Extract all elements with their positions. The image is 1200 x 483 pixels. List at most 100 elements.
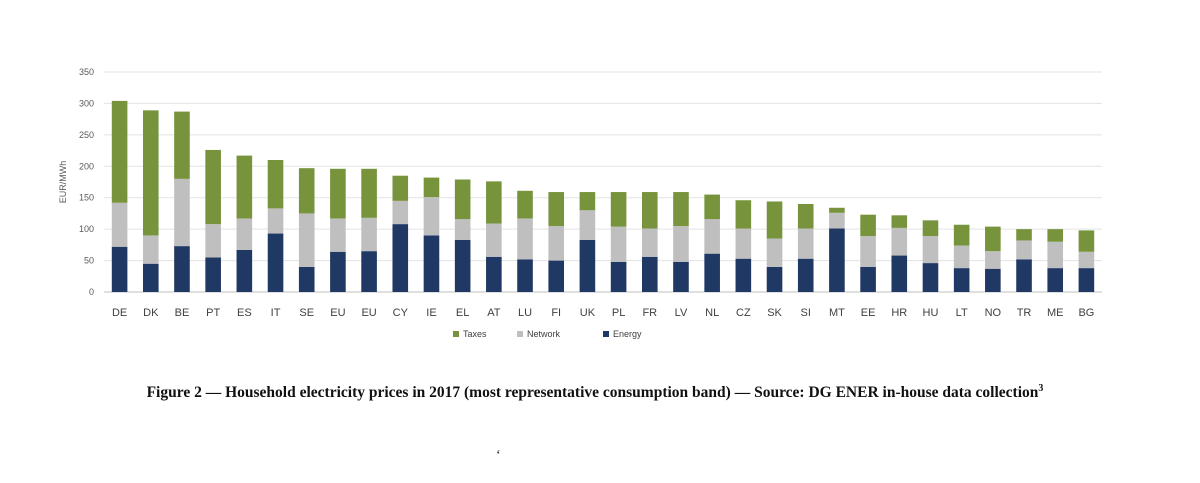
x-category-label: NO: [985, 307, 1002, 319]
y-tick-label: 50: [84, 256, 94, 266]
bar-network-si: [797, 228, 814, 259]
bar-network-eu: [330, 218, 346, 252]
bar-network-fi: [548, 226, 565, 261]
bar-network-cz: [735, 228, 752, 259]
bar-energy-lv: [673, 261, 689, 292]
bar-taxes-cz: [735, 200, 752, 229]
bar-network-pt: [205, 224, 221, 258]
bar-energy-sk: [766, 266, 783, 292]
bar-taxes-lu: [517, 190, 533, 219]
x-category-label: SI: [801, 307, 811, 319]
legend-swatch-energy: [603, 331, 609, 337]
bar-network-sk: [766, 238, 783, 267]
bar-energy-lu: [517, 259, 533, 292]
bar-taxes-me: [1047, 229, 1064, 242]
bar-taxes-dk: [142, 110, 159, 236]
bar-taxes-ie: [423, 177, 440, 198]
y-tick-label: 350: [79, 67, 94, 77]
bar-taxes-no: [985, 226, 1001, 252]
x-category-label: FR: [642, 307, 657, 319]
bar-energy-pt: [205, 257, 221, 292]
bar-energy-ee: [860, 266, 876, 292]
gridlines: [104, 71, 1102, 293]
bar-network-fr: [641, 228, 658, 257]
bar-energy-uk: [579, 239, 596, 292]
bar-network-mt: [829, 212, 845, 229]
legend-label-taxes: Taxes: [463, 329, 487, 339]
y-axis-ticks: 0 50 100 150 200 250 300 350: [79, 67, 94, 297]
bar-taxes-de: [111, 100, 128, 203]
bar-network-lt: [953, 245, 970, 269]
bar-network-eu: [361, 217, 377, 252]
figure-caption: Figure 2 — Household electricity prices …: [40, 378, 1150, 403]
bar-energy-tr: [1016, 259, 1032, 292]
y-tick-label: 200: [79, 161, 94, 171]
x-category-label: MT: [829, 307, 845, 319]
bar-taxes-fr: [641, 192, 658, 229]
bar-network-hr: [891, 227, 908, 256]
bar-energy-dk: [142, 263, 159, 292]
caption-text: Figure 2 — Household electricity prices …: [146, 384, 1039, 402]
x-category-label: CZ: [736, 307, 751, 319]
bar-energy-hu: [922, 263, 939, 292]
bar-network-uk: [579, 210, 596, 240]
x-category-label: CY: [393, 307, 409, 319]
x-category-label: HU: [923, 307, 939, 319]
bar-energy-si: [797, 258, 814, 292]
legend-label-network: Network: [527, 329, 561, 339]
bar-energy-lt: [953, 268, 970, 292]
bar-taxes-ee: [860, 214, 876, 237]
bar-energy-eu: [330, 251, 346, 292]
bar-energy-bg: [1078, 268, 1095, 292]
x-category-label: AT: [487, 307, 501, 319]
bar-taxes-es: [236, 155, 253, 219]
bar-taxes-hr: [891, 215, 908, 228]
bar-taxes-nl: [704, 194, 720, 220]
bar-energy-se: [298, 266, 315, 292]
bar-taxes-si: [797, 204, 814, 229]
bar-energy-es: [236, 249, 253, 292]
x-category-label: SE: [299, 307, 314, 319]
bar-energy-mt: [829, 228, 845, 292]
bar-taxes-el: [454, 179, 471, 220]
bar-network-es: [236, 218, 253, 250]
stray-mark: ʻ: [496, 448, 501, 463]
bar-energy-cy: [392, 224, 409, 292]
x-category-label: HR: [891, 307, 907, 319]
bar-energy-at: [486, 256, 502, 292]
bar-taxes-be: [174, 111, 190, 179]
bar-network-pl: [610, 226, 627, 262]
x-category-label: NL: [705, 307, 719, 319]
bar-taxes-pt: [205, 149, 221, 225]
bar-taxes-it: [267, 160, 284, 209]
x-category-label: LU: [518, 307, 532, 319]
bar-taxes-tr: [1016, 229, 1032, 241]
bar-network-lv: [673, 226, 689, 262]
bar-network-tr: [1016, 240, 1032, 260]
legend-label-energy: Energy: [613, 329, 642, 339]
x-category-label: EU: [330, 307, 345, 319]
bar-energy-pl: [610, 261, 627, 292]
y-tick-label: 250: [79, 130, 94, 140]
bar-network-de: [111, 202, 128, 247]
bar-energy-el: [454, 239, 471, 292]
legend-swatch-network: [517, 331, 523, 337]
bar-energy-no: [985, 268, 1001, 292]
x-category-label: FI: [551, 307, 561, 319]
chart: 0 50 100 150 200 250 300 350 EUR/MWh DE DK BE PT ES…: [58, 67, 1102, 339]
bar-network-be: [174, 178, 190, 247]
bar-energy-de: [111, 246, 128, 292]
legend-swatch-taxes: [453, 331, 459, 337]
bar-taxes-eu: [330, 168, 346, 219]
legend: Taxes Network Energy: [453, 329, 642, 339]
bar-network-cy: [392, 200, 409, 225]
x-category-label: LV: [675, 307, 688, 319]
x-category-label: EU: [361, 307, 376, 319]
bar-taxes-uk: [579, 192, 596, 211]
bar-network-at: [486, 223, 502, 257]
x-axis-categories: DE DK BE PT ES IT SE EU EU CY IE EL AT LU FI UK PL FR LV NL…: [112, 307, 1094, 319]
x-category-label: IT: [271, 307, 281, 319]
bar-taxes-sk: [766, 201, 783, 239]
x-category-label: ES: [237, 307, 252, 319]
bar-network-ie: [423, 197, 440, 236]
